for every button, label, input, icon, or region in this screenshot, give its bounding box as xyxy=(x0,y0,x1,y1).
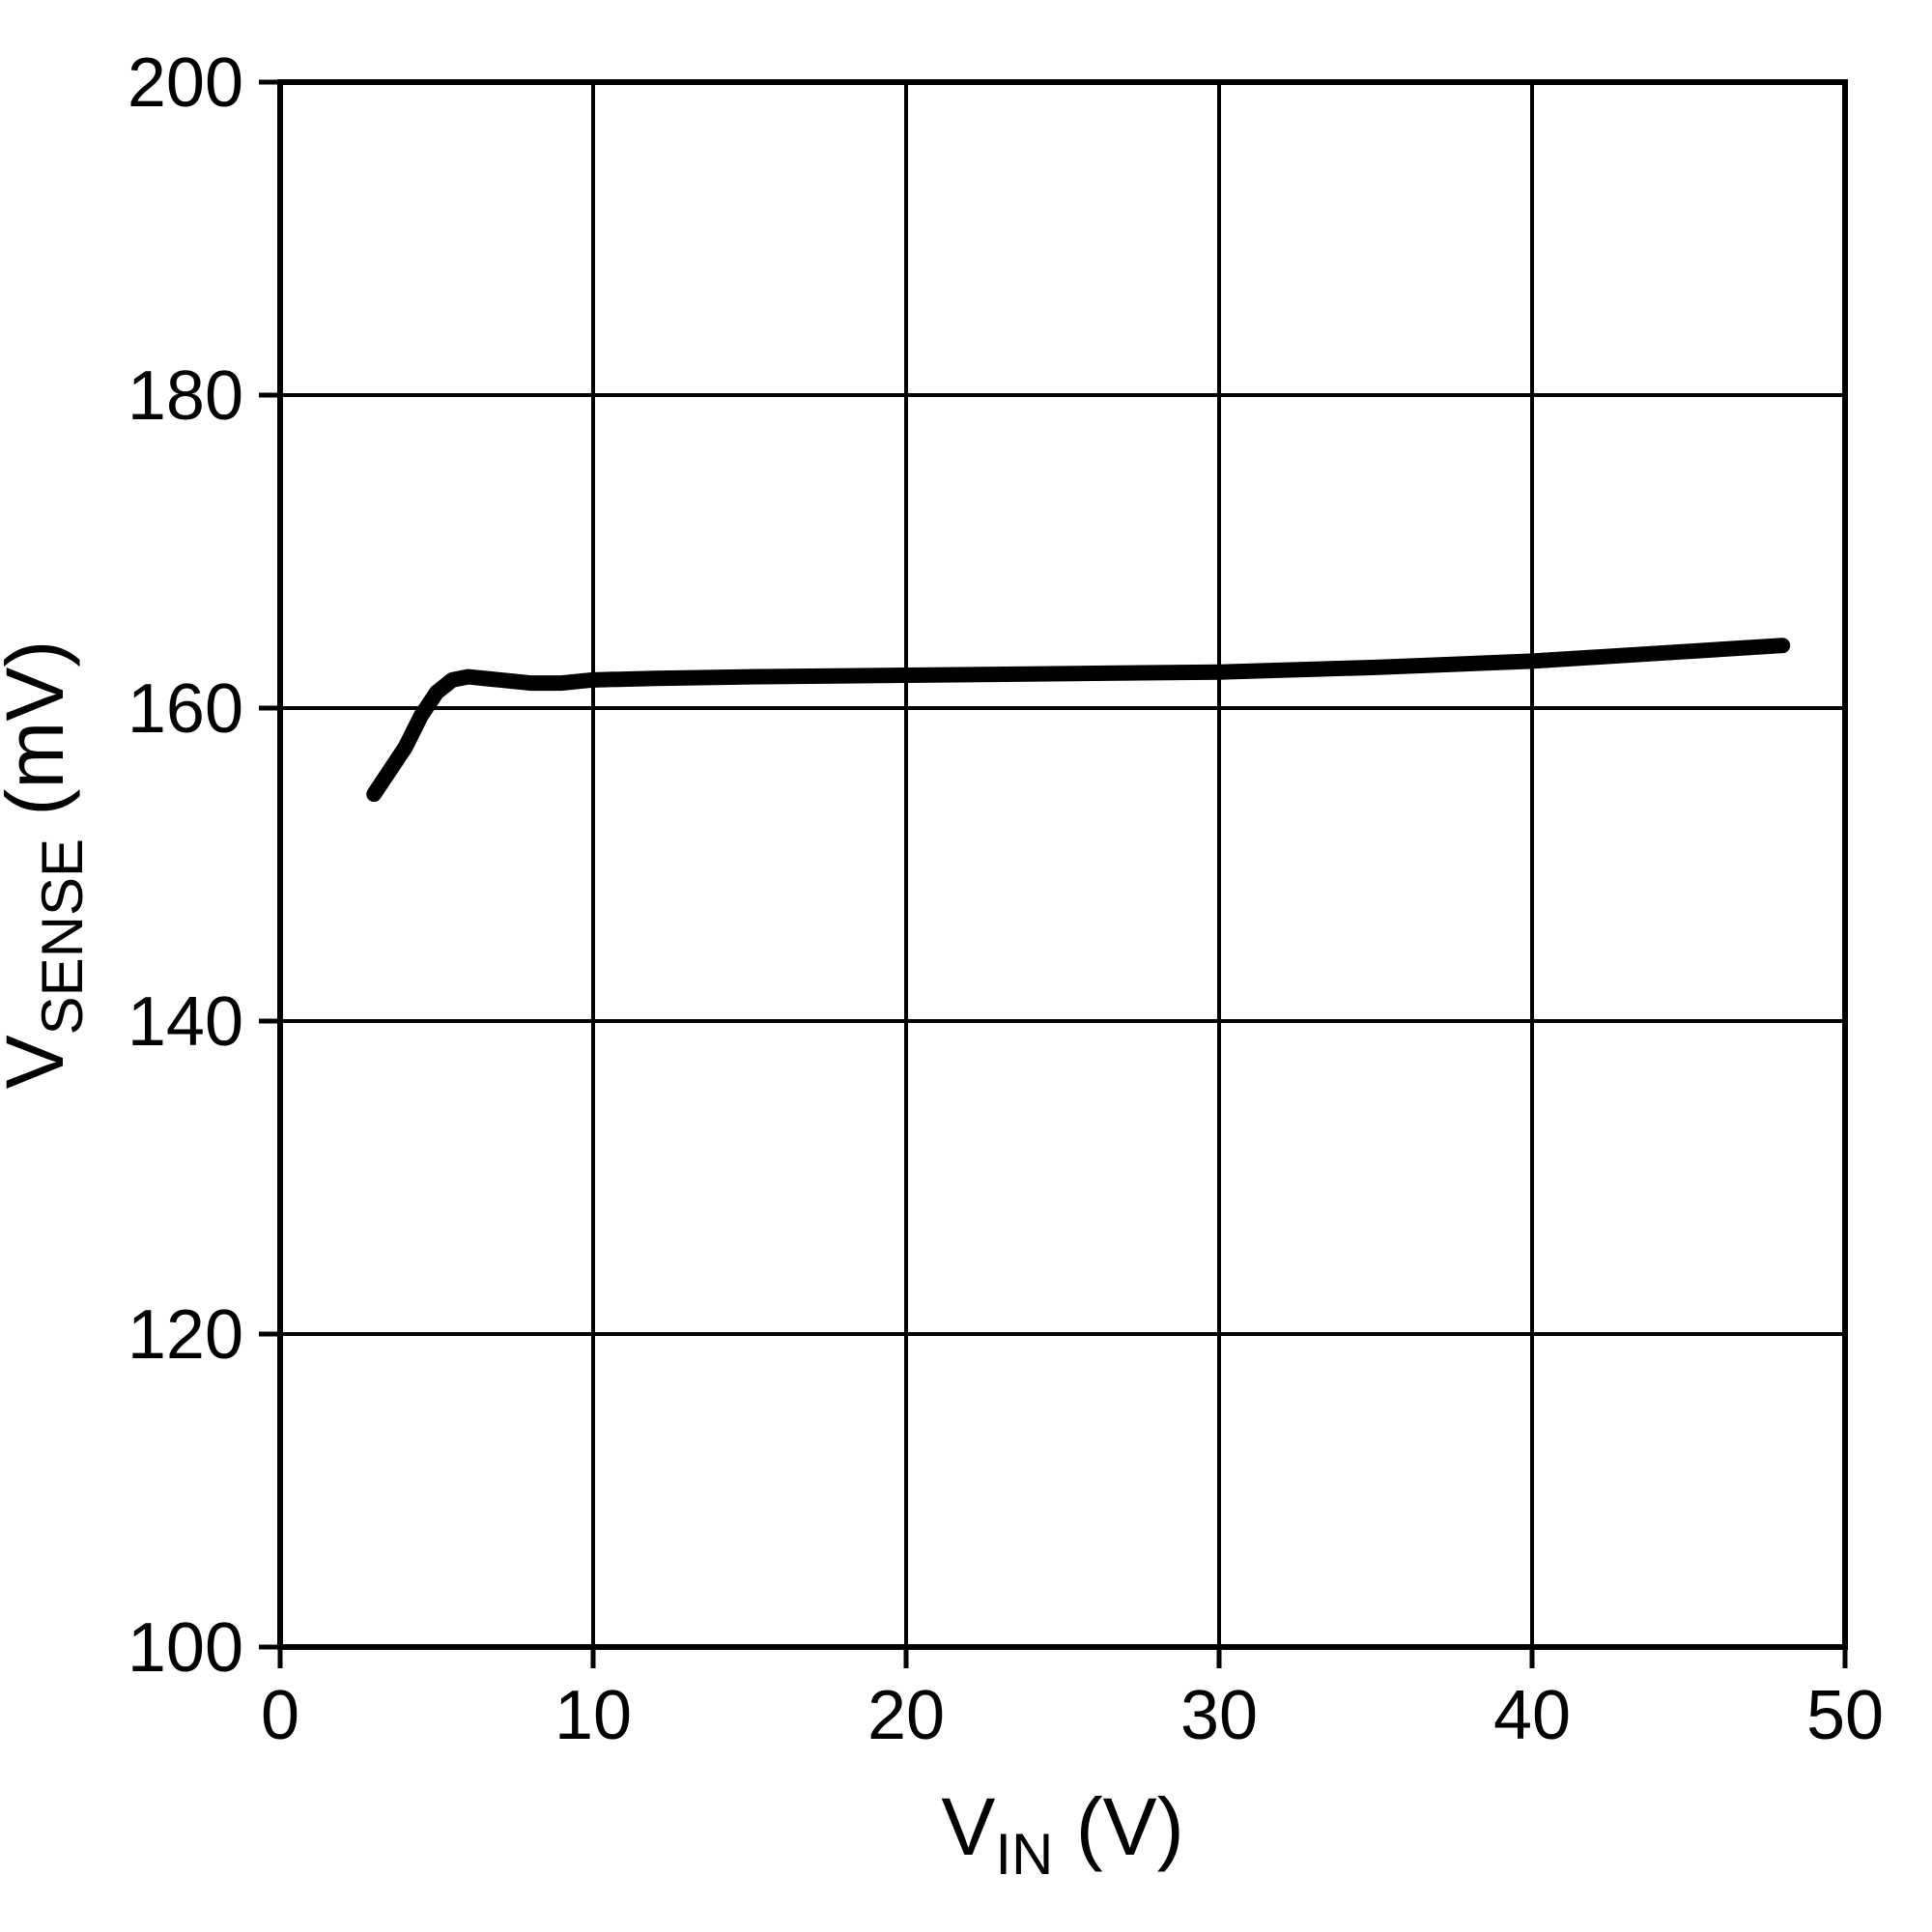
x-tick-label: 30 xyxy=(1180,1677,1258,1754)
svg-text:VSENSE (mV): VSENSE (mV) xyxy=(0,640,95,1090)
svg-text:VIN (V): VIN (V) xyxy=(941,1781,1183,1887)
plot-border xyxy=(280,82,1845,1647)
x-tick-label: 40 xyxy=(1493,1677,1571,1754)
y-tick-label: 140 xyxy=(128,983,243,1061)
x-tick-label: 50 xyxy=(1806,1677,1884,1754)
y-tick-label: 120 xyxy=(128,1296,243,1374)
x-tick-label: 0 xyxy=(261,1677,299,1754)
y-tick-label: 180 xyxy=(128,357,243,435)
chart-container: 0 10 20 30 40 50 100 120 140 160 180 200 VIN (V) VSEN… xyxy=(0,0,1932,1932)
x-tick-label: 10 xyxy=(554,1677,632,1754)
y-tick-label: 200 xyxy=(128,44,243,122)
y-tick-label: 160 xyxy=(128,670,243,748)
x-tick-label: 20 xyxy=(867,1677,945,1754)
x-axis-label: VIN (V) xyxy=(941,1781,1183,1887)
y-axis-label: VSENSE (mV) xyxy=(0,640,95,1090)
line-chart: 0 10 20 30 40 50 100 120 140 160 180 200 VIN (V) VSEN… xyxy=(0,0,1932,1932)
data-series-line xyxy=(374,645,1782,794)
y-tick-label: 100 xyxy=(128,1609,243,1687)
